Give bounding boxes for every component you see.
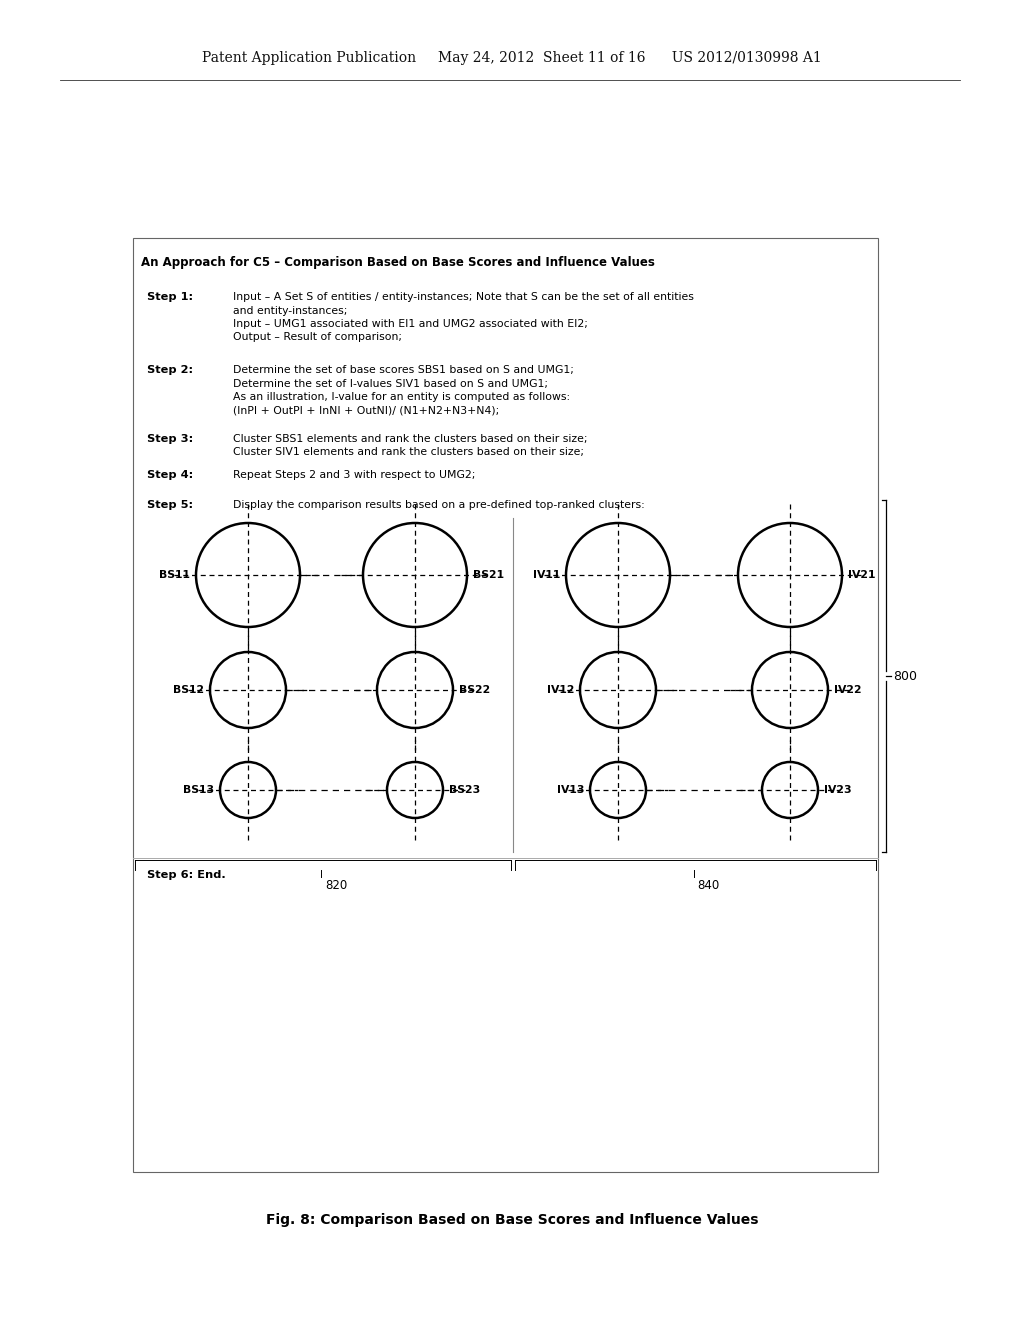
Text: BS11: BS11 — [159, 570, 190, 579]
Text: Cluster SIV1 elements and rank the clusters based on their size;: Cluster SIV1 elements and rank the clust… — [233, 447, 584, 458]
Text: BS22: BS22 — [459, 685, 490, 696]
Text: Input – A Set S of entities / entity-instances; Note that S can be the set of al: Input – A Set S of entities / entity-ins… — [233, 292, 694, 302]
Text: (InPI + OutPI + InNI + OutNI)/ (N1+N2+N3+N4);: (InPI + OutPI + InNI + OutNI)/ (N1+N2+N3… — [233, 405, 500, 416]
Text: IV13: IV13 — [556, 785, 584, 795]
Text: IV11: IV11 — [532, 570, 560, 579]
Text: BS12: BS12 — [173, 685, 204, 696]
Text: Step 1:: Step 1: — [147, 292, 194, 302]
Text: Step 5:: Step 5: — [147, 500, 194, 510]
Text: Determine the set of I-values SIV1 based on S and UMG1;: Determine the set of I-values SIV1 based… — [233, 379, 548, 388]
Text: An Approach for C5 – Comparison Based on Base Scores and Influence Values: An Approach for C5 – Comparison Based on… — [141, 256, 655, 269]
Text: BS13: BS13 — [183, 785, 214, 795]
Text: IV21: IV21 — [848, 570, 876, 579]
Text: Display the comparison results based on a pre-defined top-ranked clusters:: Display the comparison results based on … — [233, 500, 645, 510]
Text: As an illustration, I-value for an entity is computed as follows:: As an illustration, I-value for an entit… — [233, 392, 570, 403]
Text: and entity-instances;: and entity-instances; — [233, 305, 347, 315]
Text: IV23: IV23 — [824, 785, 852, 795]
Text: Patent Application Publication     May 24, 2012  Sheet 11 of 16      US 2012/013: Patent Application Publication May 24, 2… — [202, 51, 822, 65]
Text: 820: 820 — [325, 879, 347, 892]
Text: Step 6: End.: Step 6: End. — [147, 870, 225, 880]
Text: Step 2:: Step 2: — [147, 366, 194, 375]
Text: Input – UMG1 associated with EI1 and UMG2 associated with EI2;: Input – UMG1 associated with EI1 and UMG… — [233, 319, 588, 329]
Text: Repeat Steps 2 and 3 with respect to UMG2;: Repeat Steps 2 and 3 with respect to UMG… — [233, 470, 475, 480]
Text: Step 4:: Step 4: — [147, 470, 194, 480]
Text: Cluster SBS1 elements and rank the clusters based on their size;: Cluster SBS1 elements and rank the clust… — [233, 434, 588, 444]
Text: IV22: IV22 — [834, 685, 861, 696]
FancyBboxPatch shape — [133, 238, 878, 1172]
Text: Fig. 8: Comparison Based on Base Scores and Influence Values: Fig. 8: Comparison Based on Base Scores … — [266, 1213, 758, 1228]
Text: BS23: BS23 — [449, 785, 480, 795]
Text: 840: 840 — [697, 879, 720, 892]
Text: BS21: BS21 — [473, 570, 504, 579]
Text: Output – Result of comparison;: Output – Result of comparison; — [233, 333, 402, 342]
Text: Step 3:: Step 3: — [147, 434, 194, 444]
Text: Determine the set of base scores SBS1 based on S and UMG1;: Determine the set of base scores SBS1 ba… — [233, 366, 573, 375]
Text: IV12: IV12 — [547, 685, 574, 696]
Text: 800: 800 — [893, 669, 918, 682]
